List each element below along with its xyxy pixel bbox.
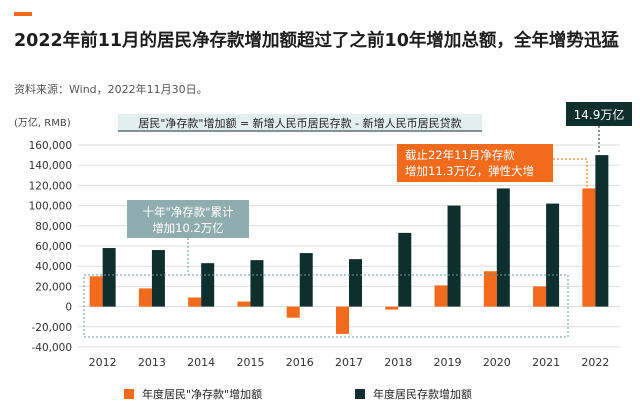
- bar-net-deposit: [385, 306, 399, 310]
- ytd-annotation-line1: 截止22年11月净存款: [405, 148, 515, 162]
- decade-annotation-line2: 增加10.2万亿: [152, 221, 224, 235]
- bar-deposit: [201, 263, 215, 307]
- y-unit-label: (万亿, RMB): [14, 116, 71, 129]
- bar-deposit: [349, 259, 362, 307]
- x-tick-label: 2012: [89, 356, 117, 369]
- ytd-leader: [553, 158, 588, 188]
- decade-annotation-line1: 十年"净存款"累计: [142, 205, 234, 219]
- bar-deposit: [447, 205, 461, 307]
- accent-bar: [14, 12, 32, 16]
- y-tick-label: 100,000: [29, 201, 72, 213]
- x-tick-label: 2020: [483, 356, 511, 369]
- y-tick-label: -40,000: [31, 342, 72, 354]
- ytd-annotation-line2: 增加11.3万亿，弹性大增: [405, 164, 534, 178]
- y-tick-label: 160,000: [29, 140, 72, 152]
- legend-swatch-net: [124, 389, 134, 399]
- chart: -40,000 -20,000 0 20,000 40,000 60,000 80,000 1…: [14, 102, 632, 401]
- bar-deposit: [151, 250, 165, 307]
- bar-net-deposit: [336, 306, 349, 334]
- y-tick-label: 0: [65, 302, 72, 314]
- bar-net-deposit: [434, 285, 448, 307]
- y-tick-label: 140,000: [29, 160, 72, 172]
- x-tick-label: 2021: [532, 356, 560, 369]
- bar-deposit: [250, 260, 264, 307]
- page-title: 2022年前11月的居民净存款增加额超过了之前10年增加总额，全年增势迅猛: [14, 31, 619, 51]
- y-tick-label: 60,000: [35, 241, 72, 253]
- x-tick-label: 2018: [384, 356, 412, 369]
- y-tick-label: 80,000: [35, 221, 72, 233]
- bar-deposit: [546, 203, 560, 307]
- y-axis: -40,000 -20,000 0 20,000 40,000 60,000 80,000 1…: [29, 140, 72, 354]
- decade-annotation-box: [127, 200, 249, 238]
- x-tick-label: 2015: [236, 356, 264, 369]
- legend-swatch-deposit: [355, 389, 365, 399]
- formula-background: [118, 114, 482, 131]
- y-tick-label: -20,000: [31, 322, 72, 334]
- bar-net-deposit: [286, 306, 300, 318]
- total-2022-label: 14.9万亿: [574, 107, 625, 122]
- bar-deposit: [299, 253, 313, 307]
- formula-label: 居民"净存款"增加额 = 新增人民币居民存款 - 新增人民币居民贷款: [138, 116, 461, 130]
- legend-label-net: 年度居民"净存款"增加额: [142, 387, 262, 401]
- x-tick-label: 2017: [335, 356, 363, 369]
- bar-net-deposit: [533, 286, 547, 307]
- bar-net-deposit: [483, 271, 497, 307]
- y-tick-label: 120,000: [29, 180, 72, 192]
- x-axis: 2012 2013 2014 2015 2016 2017 2018 2019 2020 2021…: [89, 356, 610, 369]
- decade-frame: [83, 274, 569, 338]
- bar-net-deposit: [138, 288, 152, 307]
- bar-deposit: [398, 232, 412, 307]
- bar-deposit: [102, 248, 116, 307]
- bar-deposit: [496, 188, 510, 307]
- source-note: 资料来源：Wind，2022年11月30日。: [14, 83, 208, 96]
- bar-net-deposit: [89, 276, 103, 307]
- bar-net-deposit: [188, 297, 202, 307]
- x-tick-label: 2022: [581, 356, 609, 369]
- x-tick-label: 2014: [187, 356, 215, 369]
- bar-net-deposit: [582, 188, 596, 307]
- legend: 年度居民"净存款"增加额 年度居民存款增加额: [124, 387, 472, 401]
- bar-net-deposit: [237, 301, 251, 307]
- x-tick-label: 2016: [286, 356, 314, 369]
- ytd-annotation-box: [397, 144, 553, 182]
- bars: [89, 155, 609, 334]
- legend-label-deposit: 年度居民存款增加额: [373, 387, 472, 401]
- x-tick-label: 2013: [138, 356, 166, 369]
- bar-deposit: [595, 155, 609, 307]
- x-tick-label: 2019: [434, 356, 462, 369]
- y-tick-label: 20,000: [35, 281, 72, 293]
- total-2022-box: [566, 102, 632, 126]
- y-tick-label: 40,000: [35, 261, 72, 273]
